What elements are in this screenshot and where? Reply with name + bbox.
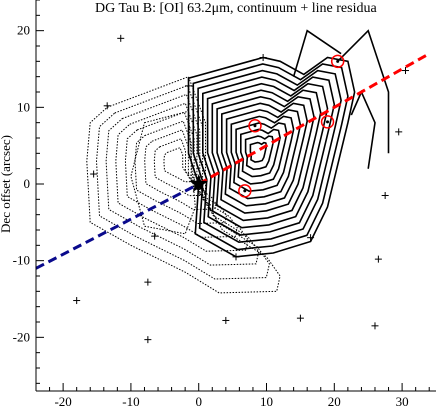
pointing-marker [259, 54, 267, 61]
y-axis-label: Dec offset (arcsec) [0, 135, 13, 233]
pointing-marker [90, 170, 98, 178]
pointing-marker [395, 128, 403, 136]
dotted-contours [86, 76, 281, 294]
source-star [189, 174, 209, 193]
pointing-marker [381, 192, 389, 199]
source-marker [189, 174, 209, 193]
dotted-contour-level [115, 102, 249, 252]
x-tick-label: -10 [122, 394, 139, 409]
y-tick-label: 20 [17, 23, 30, 38]
solid-contour-extension [337, 29, 390, 154]
x-tick-label: 30 [396, 394, 409, 409]
solid-contour-level [230, 115, 295, 193]
blueshifted-jet-line [35, 182, 200, 270]
solid-contour-level [202, 76, 336, 236]
peak-circle [238, 184, 252, 198]
peak-dot [336, 59, 340, 63]
solid-contour-extension [292, 29, 342, 77]
pointing-marker [144, 278, 152, 286]
pointing-marker [117, 34, 125, 42]
solid-contour-level [221, 102, 309, 207]
peak-marker [320, 115, 335, 129]
x-tick-label: 0 [195, 394, 202, 409]
peak-markers [238, 54, 345, 198]
pointing-marker [307, 234, 315, 242]
jet-axis [35, 52, 430, 270]
y-tick-label: 10 [17, 99, 30, 114]
pointing-marker [371, 322, 379, 330]
pointing-marker [185, 82, 193, 90]
y-tick-label: -10 [13, 253, 30, 268]
solid-contour-level [244, 135, 275, 171]
pointing-marker [222, 316, 230, 324]
pointing-marker [144, 336, 152, 344]
pointing-marker [401, 67, 409, 75]
peak-circle [320, 115, 335, 129]
y-tick-label: 0 [24, 176, 31, 191]
axes: -20 -10 0 10 20 30 -20 -10 0 10 20 [13, 0, 436, 409]
peak-dot [326, 120, 330, 124]
x-tick-label: -20 [54, 394, 71, 409]
pointing-marker [151, 232, 159, 240]
peak-marker [238, 184, 252, 198]
pointing-marker [103, 102, 111, 110]
solid-contours [187, 29, 390, 258]
peak-dot [243, 189, 247, 193]
solid-contour-level [192, 63, 349, 251]
y-tick-label: -20 [13, 329, 30, 344]
peak-marker [248, 118, 262, 133]
peak-circle [248, 118, 262, 133]
pointing-marker [73, 297, 81, 305]
x-tick-label: 20 [328, 394, 341, 409]
pointing-marker [296, 314, 304, 322]
dotted-contour-level [153, 138, 206, 197]
pointing-marker [374, 255, 382, 263]
solid-contour-level [197, 69, 342, 244]
x-tick-label: 10 [260, 394, 273, 409]
dotted-contour-level [134, 120, 228, 225]
dotted-contour-level [163, 147, 195, 183]
solid-contour-extension [350, 90, 376, 169]
pointing-markers [73, 34, 409, 344]
solid-contour-level [216, 95, 315, 214]
solid-contour-level [187, 56, 356, 258]
peak-dot [253, 124, 257, 128]
peak-marker [330, 54, 345, 69]
pointing-marker [232, 253, 240, 261]
solid-contour-level [211, 89, 322, 222]
peak-circle [330, 54, 345, 69]
redshifted-jet-line [197, 52, 430, 186]
chart-title: DG Tau B: [OI] 63.2μm, continuum + line … [95, 1, 377, 16]
dotted-contour-level [105, 93, 260, 266]
solid-contour-level [206, 82, 329, 229]
